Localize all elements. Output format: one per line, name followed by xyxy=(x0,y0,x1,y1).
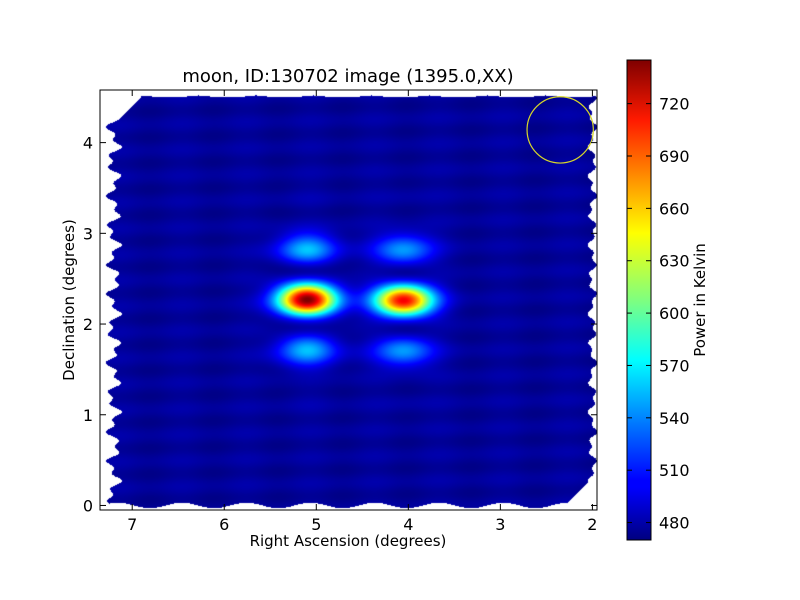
colorbar-frame xyxy=(626,59,652,541)
x-tick-label: 2 xyxy=(587,515,597,534)
x-axis-ticks: 7 6 5 4 3 2 xyxy=(127,90,597,534)
y-tick-label: 1 xyxy=(83,406,93,425)
y-axis-ticks: 0 1 2 3 4 xyxy=(83,134,597,515)
heatmap-image xyxy=(100,90,597,510)
x-tick-label: 5 xyxy=(311,515,321,534)
colorbar-label: Power in Kelvin xyxy=(691,243,709,357)
colorbar-tick-label: 510 xyxy=(659,461,690,480)
colorbar-ticks: 480 510 540 570 600 630 660 690 720 xyxy=(627,95,690,533)
colorbar-tick-label: 630 xyxy=(659,252,690,271)
colorbar-tick-label: 540 xyxy=(659,409,690,428)
y-tick-label: 2 xyxy=(83,315,93,334)
plot-frame xyxy=(99,89,598,511)
colorbar: 480 510 540 570 600 630 660 690 720 Power in Kel… xyxy=(626,59,709,541)
beam-circle xyxy=(526,96,594,164)
x-tick-label: 6 xyxy=(219,515,229,534)
x-tick-label: 3 xyxy=(495,515,505,534)
x-axis-label: Right Ascension (degrees) xyxy=(250,532,447,550)
x-tick-label: 7 xyxy=(127,515,137,534)
colorbar-tick-label: 720 xyxy=(659,95,690,114)
y-tick-label: 0 xyxy=(83,496,93,515)
x-tick-label: 4 xyxy=(403,515,413,534)
colorbar-gradient xyxy=(627,60,651,540)
y-tick-label: 4 xyxy=(83,134,93,153)
colorbar-tick-label: 600 xyxy=(659,304,690,323)
chart-title: moon, ID:130702 image (1395.0,XX) xyxy=(182,66,513,87)
colorbar-tick-label: 660 xyxy=(659,199,690,218)
y-axis-label: Declination (degrees) xyxy=(60,219,78,381)
y-tick-label: 3 xyxy=(83,224,93,243)
plot-area: 7 6 5 4 3 2 0 1 2 3 4 xyxy=(83,89,598,534)
colorbar-tick-label: 570 xyxy=(659,356,690,375)
colorbar-tick-label: 690 xyxy=(659,147,690,166)
colorbar-tick-label: 480 xyxy=(659,514,690,533)
